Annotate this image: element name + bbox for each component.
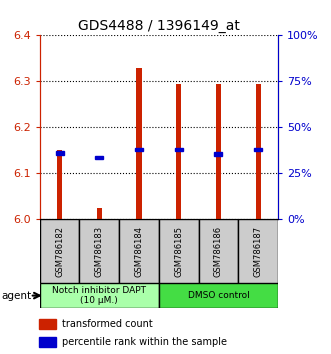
Text: GSM786185: GSM786185 xyxy=(174,226,183,277)
Text: GSM786184: GSM786184 xyxy=(134,226,144,277)
Bar xyxy=(159,219,199,283)
Bar xyxy=(39,319,56,329)
Bar xyxy=(40,283,159,308)
Bar xyxy=(56,151,64,155)
Bar xyxy=(176,84,181,219)
Bar xyxy=(39,337,56,347)
Text: agent: agent xyxy=(2,291,32,301)
Text: DMSO control: DMSO control xyxy=(188,291,249,300)
Text: transformed count: transformed count xyxy=(62,319,153,329)
Bar xyxy=(238,219,278,283)
Bar xyxy=(40,219,79,283)
Bar xyxy=(136,68,142,219)
Title: GDS4488 / 1396149_at: GDS4488 / 1396149_at xyxy=(78,19,240,33)
Bar xyxy=(97,208,102,219)
Bar xyxy=(57,150,62,219)
Bar xyxy=(199,219,238,283)
Bar xyxy=(79,219,119,283)
Bar xyxy=(254,148,262,152)
Bar xyxy=(95,155,103,159)
Bar xyxy=(214,152,222,155)
Bar xyxy=(135,148,143,152)
Text: Notch inhibitor DAPT
(10 μM.): Notch inhibitor DAPT (10 μM.) xyxy=(52,286,146,305)
Bar xyxy=(159,283,278,308)
Text: GSM786187: GSM786187 xyxy=(254,226,263,277)
Bar xyxy=(216,84,221,219)
Text: GSM786183: GSM786183 xyxy=(95,226,104,277)
Text: GSM786186: GSM786186 xyxy=(214,226,223,277)
Bar xyxy=(119,219,159,283)
Text: GSM786182: GSM786182 xyxy=(55,226,64,277)
Text: percentile rank within the sample: percentile rank within the sample xyxy=(62,337,227,347)
Bar xyxy=(175,148,183,152)
Bar xyxy=(256,84,261,219)
